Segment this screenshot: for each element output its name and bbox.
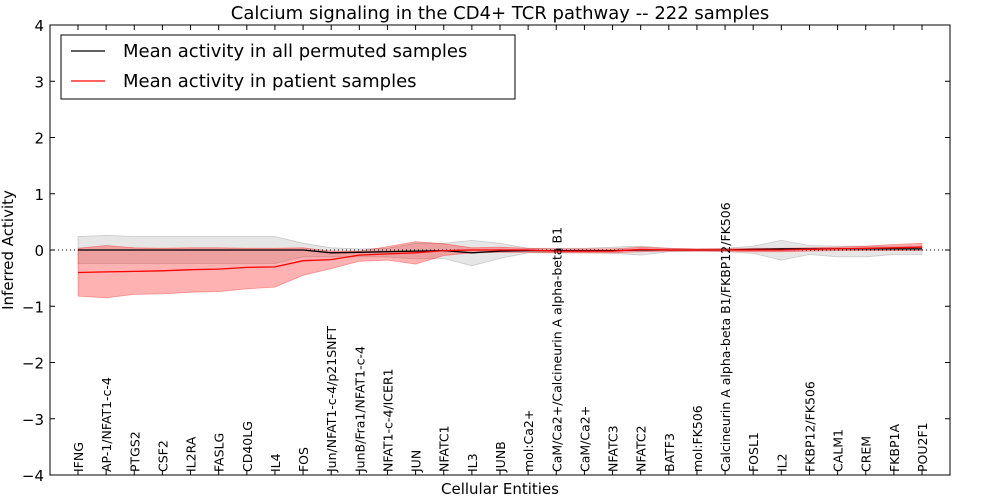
patient-samples-band — [77, 241, 923, 299]
x-tick-label: mol:Ca2+ — [521, 410, 536, 472]
x-tick-label: NFAT1-c-4/ICER1 — [380, 368, 395, 472]
x-tick-label: JUN — [409, 450, 424, 473]
y-axis: −4 −3 −2 −1 0 1 2 3 4 — [22, 17, 950, 485]
patient-samples-line — [77, 246, 923, 274]
x-tick-label: mol:FK506 — [690, 405, 705, 472]
x-tick-label: CD40LG — [240, 421, 255, 472]
x-tick-label: FKBP1A — [887, 424, 902, 472]
x-tick-label: CaM/Ca2+ — [577, 406, 592, 472]
x-tick-label: BATF3 — [662, 433, 677, 472]
y-tick-label: −2 — [22, 355, 44, 373]
x-tick-label: FKBP12/FK506 — [802, 381, 817, 472]
y-tick-label: 0 — [34, 242, 44, 260]
chart-title: Calcium signaling in the CD4+ TCR pathwa… — [231, 3, 769, 24]
x-axis: IFNG AP-1/NFAT1-c-4 PTGS2 CSF2 IL2RA FASLG CD4… — [71, 25, 930, 475]
x-tick-label: IFNG — [71, 442, 86, 472]
legend-label: Mean activity in all permuted samples — [123, 41, 467, 62]
x-tick-label: CALM1 — [831, 429, 846, 472]
y-axis-label: Inferred Activity — [0, 190, 17, 310]
x-tick-label: NFATC3 — [606, 425, 621, 472]
x-tick-label: Calcineurin A alpha-beta B1/FKBP12/FK506 — [718, 202, 733, 472]
x-tick-label: AP-1/NFAT1-c-4 — [99, 377, 114, 472]
x-tick-label: IL2 — [774, 453, 789, 472]
permuted-samples-line — [78, 248, 922, 254]
x-tick-label: POU2F1 — [915, 422, 930, 472]
x-tick-label: IL3 — [465, 453, 480, 472]
x-tick-label: JUNB — [493, 441, 508, 473]
x-tick-label: FASLG — [212, 433, 227, 472]
y-tick-label: 3 — [34, 73, 44, 91]
y-tick-label: −1 — [22, 298, 44, 316]
x-tick-label: CSF2 — [155, 440, 170, 472]
x-tick-label: CREM — [859, 436, 874, 472]
y-tick-label: 4 — [34, 17, 44, 35]
x-tick-label: NFATC2 — [634, 425, 649, 472]
confidence-bands — [77, 234, 923, 299]
x-tick-label: Jun/NFAT1-c-4/p21SNFT — [324, 326, 339, 473]
x-tick-label: CaM/Ca2+/Calcineurin A alpha-beta B1 — [549, 227, 564, 472]
x-tick-label: IL2RA — [184, 436, 199, 472]
x-tick-label: FOS — [296, 447, 311, 472]
x-tick-label: PTGS2 — [127, 431, 142, 472]
y-tick-label: 1 — [34, 186, 44, 204]
x-tick-label: NFATC1 — [437, 425, 452, 472]
legend: Mean activity in all permuted samples Mea… — [60, 34, 516, 100]
series-lines — [77, 246, 923, 274]
x-tick-label: FOSL1 — [746, 432, 761, 472]
y-tick-label: −4 — [22, 467, 44, 485]
x-axis-label: Cellular Entities — [441, 480, 559, 498]
x-tick-label: JunB/Fra1/NFAT1-c-4 — [352, 346, 367, 473]
y-tick-label: 2 — [34, 130, 44, 148]
x-tick-label: IL4 — [268, 453, 283, 472]
y-tick-label: −3 — [22, 411, 44, 429]
legend-label: Mean activity in patient samples — [123, 71, 417, 92]
legend-box — [60, 34, 516, 100]
